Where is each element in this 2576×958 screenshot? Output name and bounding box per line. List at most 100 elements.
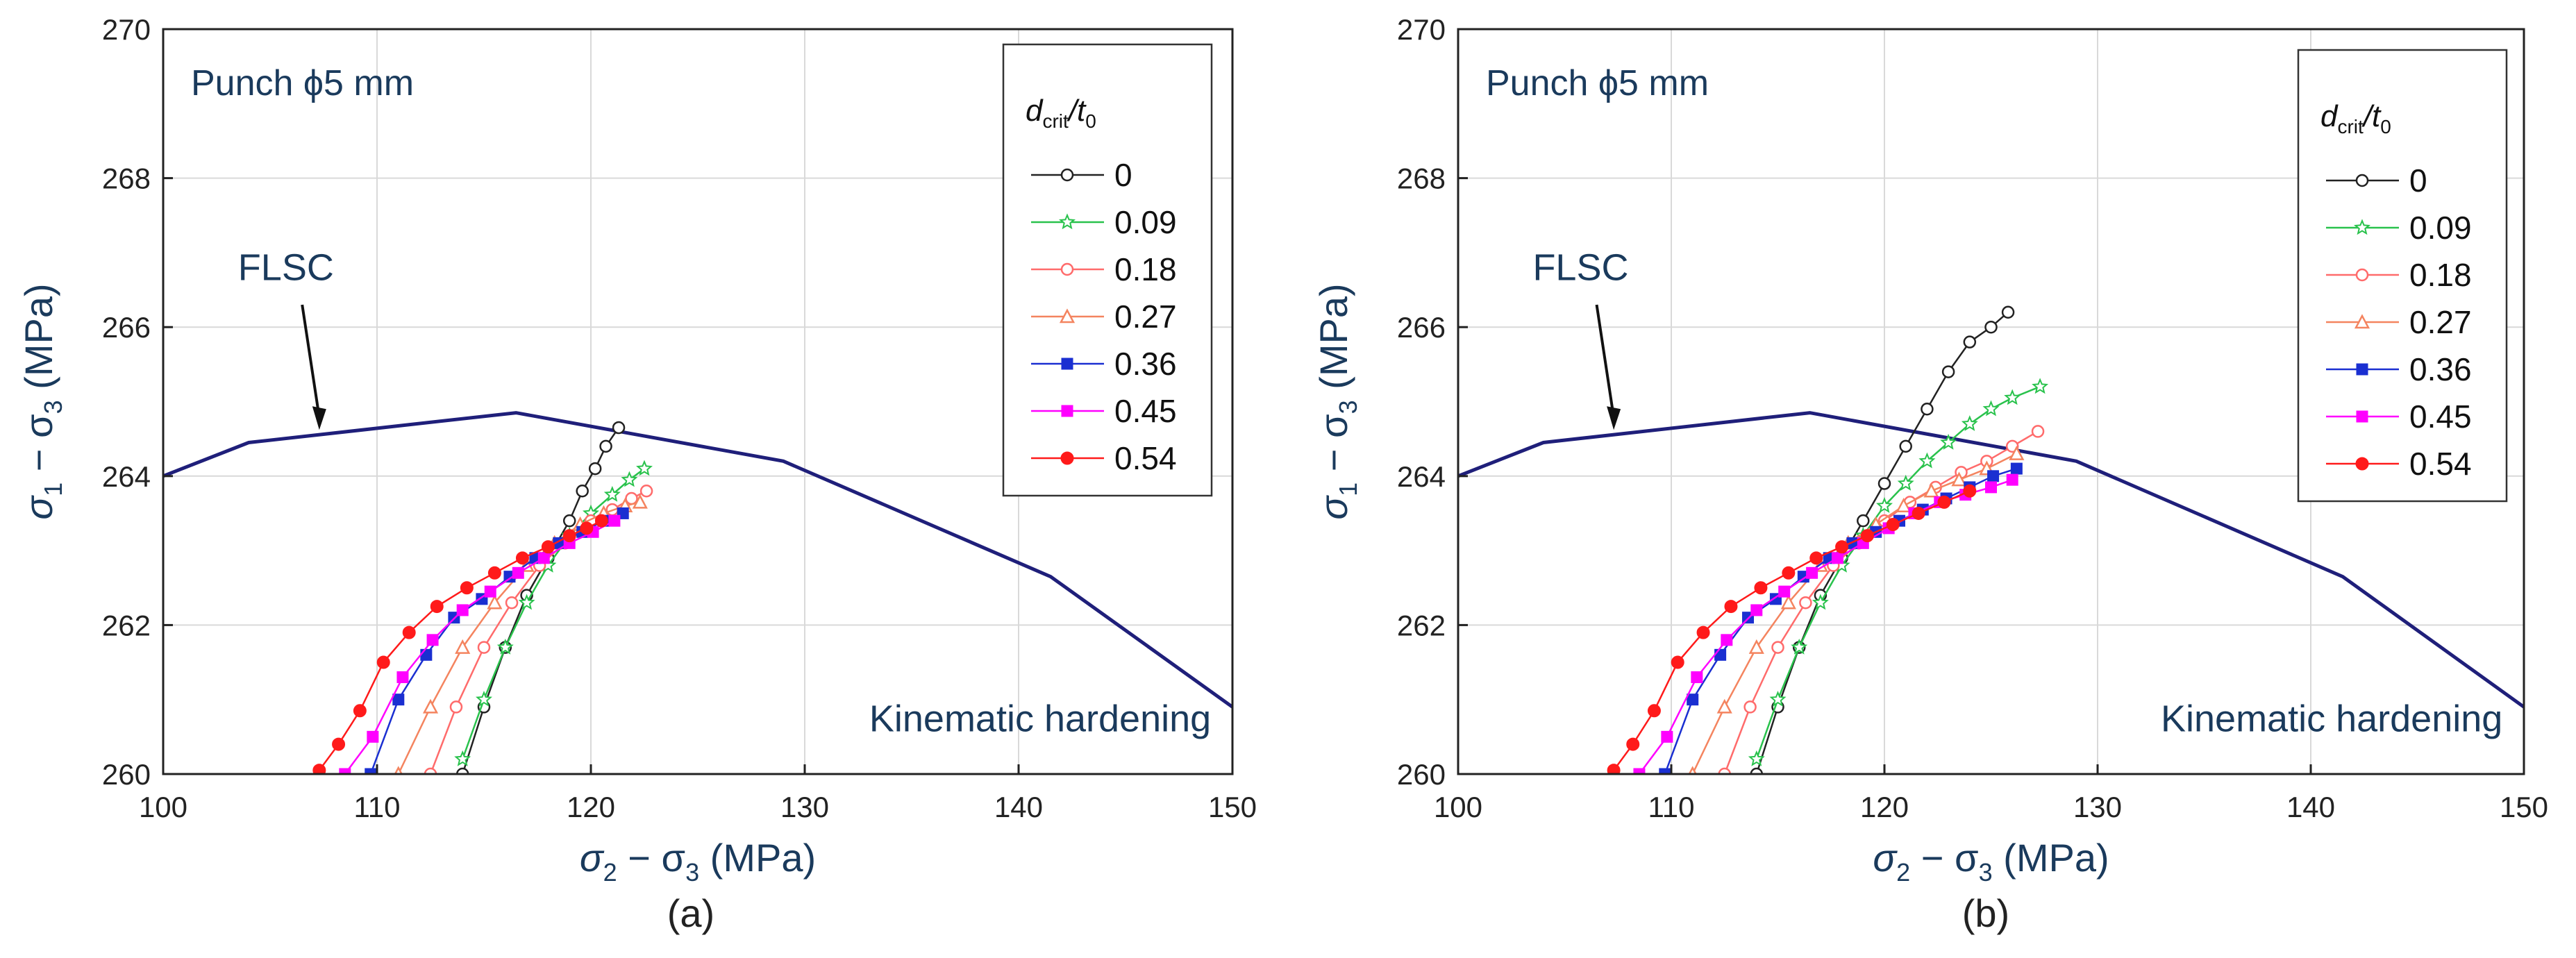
- legend-marker: [1060, 168, 1074, 182]
- x-label-symbol: σ: [1873, 836, 1898, 880]
- data-point: [1876, 497, 1893, 513]
- series-line: [462, 468, 645, 759]
- series-0.09: [454, 460, 653, 766]
- data-point: [1661, 730, 1673, 743]
- data-point: [541, 540, 555, 554]
- legend-label: 0.18: [2409, 257, 2472, 293]
- legend-title-t: /t: [2361, 99, 2382, 133]
- data-point: [2032, 378, 2049, 394]
- data-point: [1607, 764, 1621, 774]
- y-label-unit: (MPa): [1312, 283, 1355, 400]
- legend-marker: [1060, 262, 1074, 276]
- data-point: [339, 768, 351, 774]
- data-point: [1691, 671, 1703, 684]
- data-point: [1860, 529, 1874, 543]
- data-point: [396, 671, 409, 684]
- panel-a-flsc-group: [163, 411, 1232, 709]
- y-label-mid: − σ: [1312, 414, 1355, 482]
- legend-marker: [2356, 363, 2368, 376]
- data-point: [1714, 648, 1727, 661]
- data-point: [455, 639, 471, 654]
- data-point: [537, 552, 550, 564]
- data-point: [430, 600, 444, 614]
- legend-label: 0.27: [1114, 299, 1177, 335]
- y-label-sub: 1: [39, 482, 67, 496]
- data-point: [2010, 462, 2023, 475]
- y-label-sub: 1: [1334, 482, 1362, 496]
- flsc-annotation: FLSC: [238, 246, 334, 288]
- y-tick-label: 260: [102, 758, 151, 791]
- data-point: [392, 694, 405, 706]
- x-label-symbol: σ: [580, 836, 605, 880]
- x-tick-label: 150: [2500, 791, 2548, 823]
- data-point: [1987, 470, 2000, 482]
- legend-label: 0.54: [1114, 440, 1177, 476]
- y-tick-label: 268: [1397, 162, 1446, 195]
- x-tick-label: 140: [994, 791, 1043, 823]
- legend-title-sub2: 0: [2380, 116, 2391, 137]
- series-line: [369, 512, 624, 774]
- y-tick-label: 266: [102, 311, 151, 344]
- x-tick-label: 130: [2073, 791, 2122, 823]
- x-axis-label: σ2 − σ3 (MPa): [580, 836, 816, 886]
- data-point: [632, 494, 648, 509]
- legend-label: 0.45: [2409, 398, 2472, 435]
- data-point: [608, 514, 621, 527]
- data-point: [562, 529, 576, 543]
- data-point: [1780, 594, 1796, 610]
- caption-a: (a): [667, 891, 714, 935]
- data-point: [1748, 639, 1764, 654]
- panel-a-plot-frame: [162, 28, 1234, 775]
- data-point: [484, 585, 496, 598]
- data-point: [1750, 767, 1764, 774]
- legend-title-t: /t: [1067, 94, 1087, 128]
- data-point: [612, 421, 626, 435]
- series-0: [1750, 305, 2015, 774]
- x-tick-label: 110: [354, 791, 401, 823]
- series-0.54: [1607, 484, 1977, 774]
- data-point: [1921, 402, 1934, 416]
- data-point: [1835, 540, 1849, 554]
- data-point: [1941, 365, 1955, 378]
- data-point: [1647, 704, 1661, 718]
- data-point: [1923, 482, 1939, 498]
- x-tick-label: 120: [567, 791, 615, 823]
- data-point: [1886, 518, 1900, 532]
- data-point: [422, 698, 439, 714]
- legend-title-d: d: [2320, 99, 2339, 133]
- x-label-sub: 2: [1896, 858, 1910, 886]
- legend-title-sub2: 0: [1085, 110, 1096, 132]
- legend-marker: [1059, 308, 1076, 323]
- legend-label: 0: [1114, 157, 1132, 193]
- data-point: [1912, 506, 1925, 520]
- data-point: [562, 514, 576, 528]
- flsc-curve: [163, 411, 1232, 709]
- flsc-arrow-head: [312, 406, 326, 430]
- panel-b-plot-frame: [1457, 28, 2525, 775]
- legend-title-sub: crit: [1042, 110, 1069, 132]
- legend-marker: [2356, 410, 2368, 423]
- legend-label: 0.36: [2409, 351, 2472, 387]
- data-point: [487, 566, 501, 580]
- legend-label: 0.27: [2409, 304, 2472, 340]
- data-point: [1831, 552, 1843, 564]
- legend-marker: [1061, 358, 1073, 370]
- series-0.18: [424, 485, 653, 774]
- data-point: [1940, 433, 1957, 450]
- series-line: [429, 490, 647, 774]
- data-point: [1812, 594, 1829, 610]
- data-point: [2009, 445, 2025, 460]
- series-0.45: [1633, 473, 2018, 774]
- y-tick-label: 264: [102, 460, 151, 493]
- legend-marker: [1060, 451, 1074, 465]
- panel-b-flsc-group: [1458, 411, 2524, 709]
- data-point: [1771, 641, 1784, 654]
- data-point: [1877, 477, 1891, 490]
- data-point: [576, 485, 589, 498]
- data-point: [2031, 425, 2045, 438]
- data-point: [1633, 768, 1646, 774]
